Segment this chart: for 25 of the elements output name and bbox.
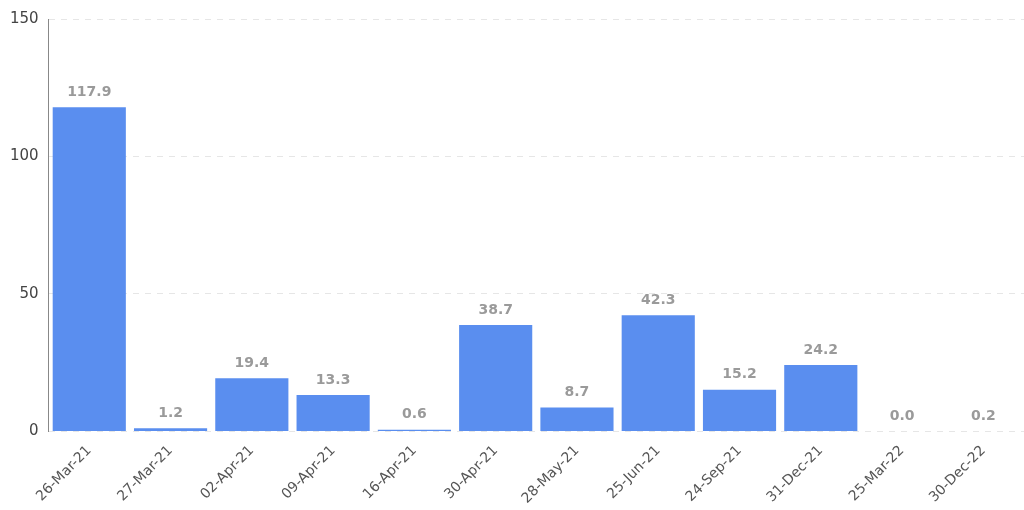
data-label: 19.4 — [234, 353, 270, 370]
data-label: 117.9 — [67, 82, 112, 99]
bar — [459, 325, 533, 431]
bar — [133, 428, 208, 431]
data-label: 13.3 — [315, 370, 351, 387]
data-label: 24.2 — [803, 340, 839, 357]
bar — [702, 389, 777, 431]
data-label: 0.2 — [970, 406, 996, 423]
bar — [215, 378, 289, 431]
y-tick-label: 0 — [29, 421, 39, 440]
y-tick-label: 50 — [19, 283, 39, 302]
data-label: 42.3 — [640, 290, 676, 307]
bar — [52, 107, 126, 431]
data-label: 8.7 — [564, 383, 590, 400]
data-label: 15.2 — [722, 365, 757, 382]
y-tick-label: 150 — [9, 8, 39, 27]
data-label: 0.0 — [889, 407, 915, 424]
data-label: 0.6 — [401, 405, 427, 422]
bar — [784, 364, 858, 431]
bar — [296, 394, 370, 431]
data-label: 1.2 — [158, 403, 183, 420]
y-tick-label: 100 — [9, 146, 39, 165]
bar — [540, 407, 614, 431]
data-label: 38.7 — [478, 300, 513, 317]
bar — [621, 315, 695, 431]
